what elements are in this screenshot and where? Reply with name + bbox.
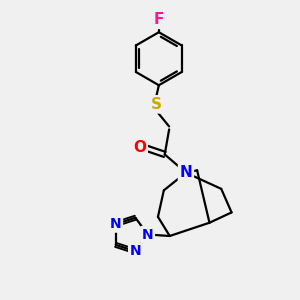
Text: N: N — [179, 165, 192, 180]
Text: S: S — [150, 97, 161, 112]
Text: N: N — [110, 217, 122, 231]
Text: O: O — [133, 140, 146, 155]
Text: N: N — [130, 244, 141, 258]
Text: N: N — [142, 227, 154, 242]
Text: F: F — [154, 12, 164, 27]
